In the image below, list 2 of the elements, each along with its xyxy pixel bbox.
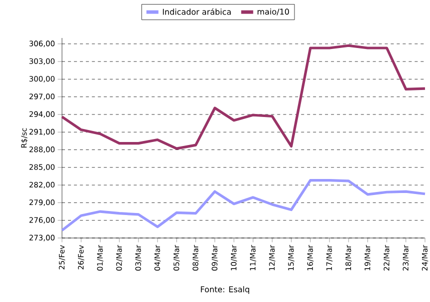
line-series <box>60 44 426 150</box>
line-series <box>60 179 426 232</box>
